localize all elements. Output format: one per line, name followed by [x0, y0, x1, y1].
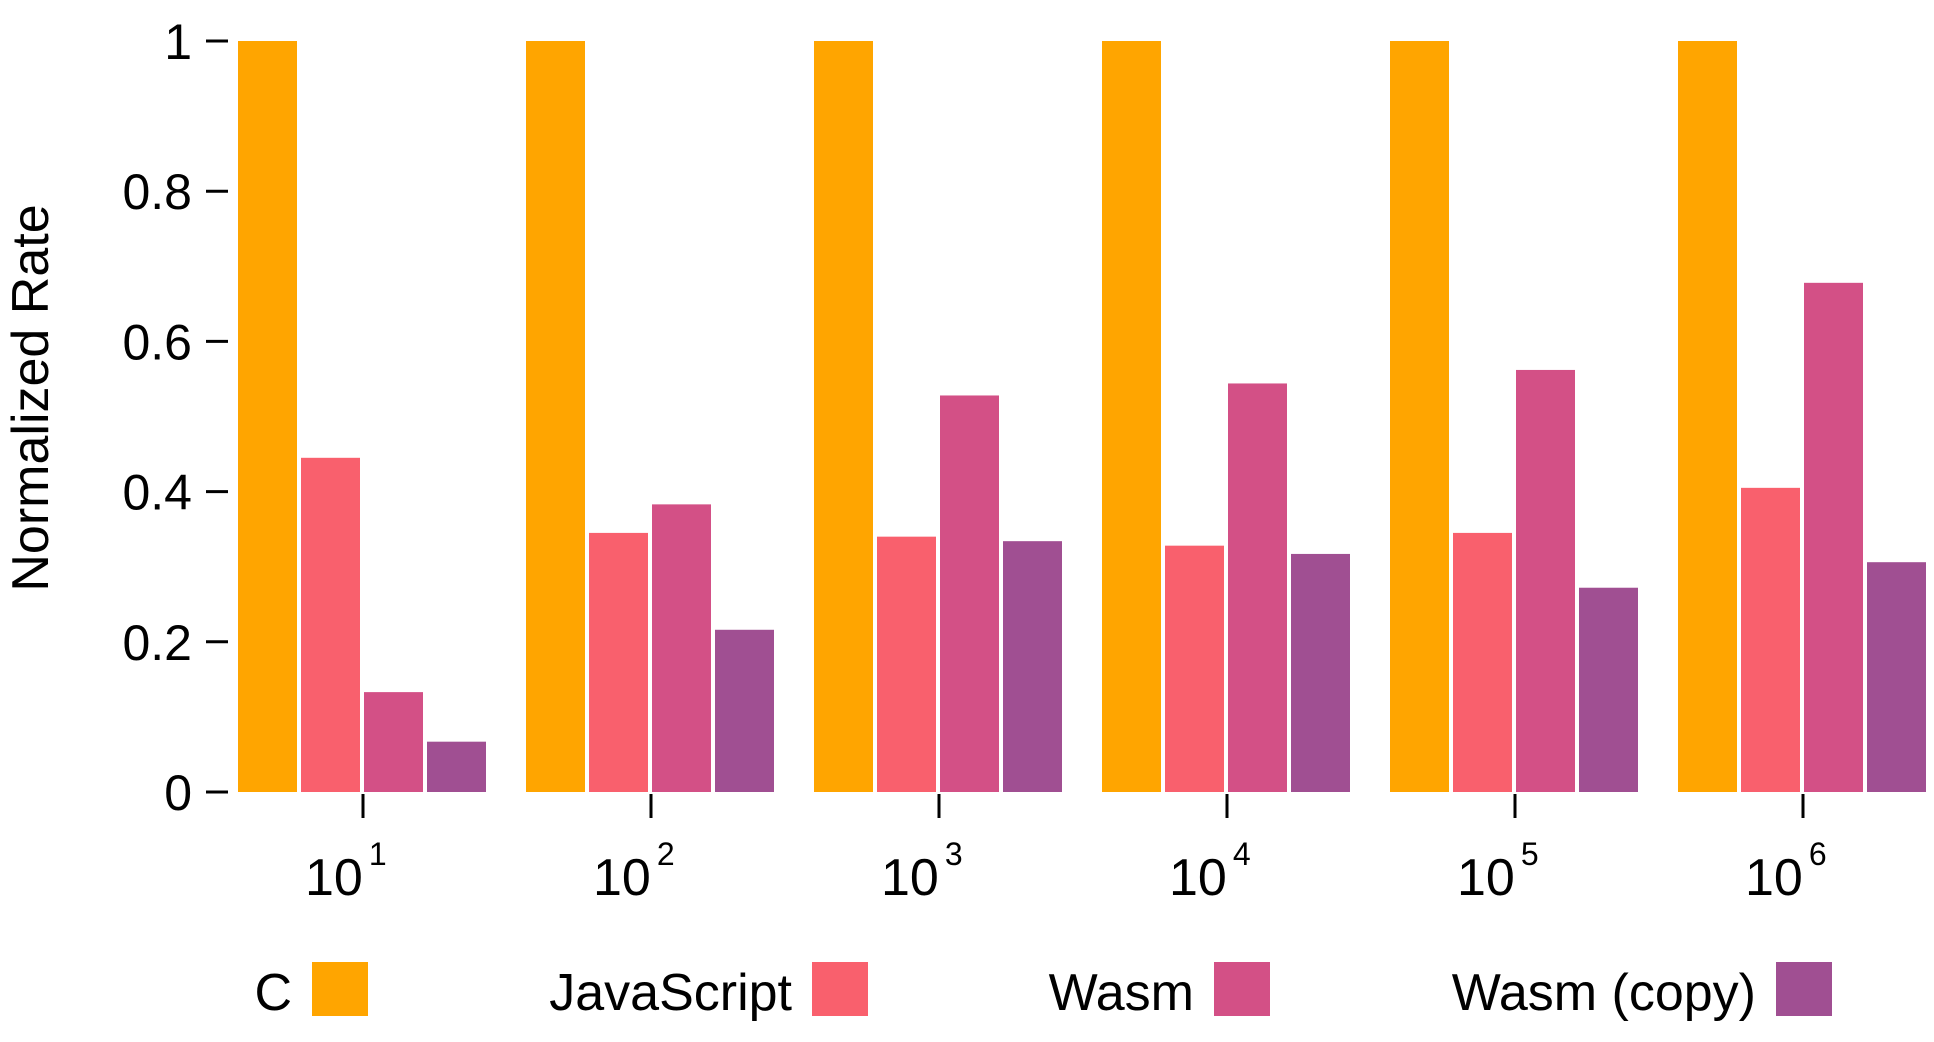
bar-wasm-4 — [1228, 383, 1287, 792]
x-tick-label: 10 4 — [1169, 836, 1251, 907]
legend-item-javascript: JavaScript — [549, 962, 868, 1022]
bar-javascript-2 — [589, 532, 648, 792]
legend-label: C — [254, 964, 292, 1022]
bar-javascript-6 — [1741, 487, 1800, 792]
legend-item-wasm: Wasm — [1049, 962, 1270, 1022]
y-tick-label: 0.2 — [122, 615, 192, 671]
y-tick-label: 1 — [164, 14, 192, 70]
x-tick-base: 10 — [1745, 849, 1803, 907]
x-tick-exponent: 6 — [1809, 836, 1827, 872]
legend-label: Wasm — [1049, 964, 1194, 1022]
y-tick-label: 0 — [164, 765, 192, 821]
legend: C JavaScript Wasm Wasm (copy) — [254, 962, 1832, 1022]
x-tick-label: 10 6 — [1745, 836, 1827, 907]
legend-item-wasm-copy: Wasm (copy) — [1452, 962, 1832, 1022]
legend-label: Wasm (copy) — [1452, 964, 1756, 1022]
bar-wasm-copy-1 — [427, 741, 486, 792]
legend-swatch — [1214, 962, 1270, 1016]
bar-c-6 — [1678, 41, 1737, 792]
x-axis: 10 1 10 2 10 3 10 4 10 5 10 6 — [305, 794, 1827, 907]
y-tick-label: 0.8 — [122, 164, 192, 220]
bar-wasm-copy-4 — [1291, 553, 1350, 792]
bar-wasm-copy-3 — [1003, 541, 1062, 792]
legend-swatch — [1776, 962, 1832, 1016]
x-tick-base: 10 — [881, 849, 939, 907]
bar-javascript-1 — [301, 457, 360, 792]
x-tick-label: 10 3 — [881, 836, 963, 907]
x-tick-exponent: 1 — [369, 836, 387, 872]
x-tick-exponent: 5 — [1521, 836, 1539, 872]
x-tick-label: 10 1 — [305, 836, 387, 907]
bar-wasm-3 — [940, 395, 999, 792]
bar-wasm-copy-6 — [1867, 562, 1926, 792]
y-axis: 0 0.2 0.4 0.6 0.8 1 — [122, 14, 228, 821]
bars-group — [238, 41, 1926, 792]
bar-wasm-copy-5 — [1579, 587, 1638, 792]
bar-wasm-2 — [652, 504, 711, 792]
x-tick-exponent: 3 — [945, 836, 963, 872]
x-tick-base: 10 — [1457, 849, 1515, 907]
bar-wasm-5 — [1516, 369, 1575, 792]
legend-swatch — [812, 962, 868, 1016]
bar-wasm-1 — [364, 692, 423, 792]
bar-c-1 — [238, 41, 297, 792]
bar-c-5 — [1390, 41, 1449, 792]
bar-c-4 — [1102, 41, 1161, 792]
bar-c-3 — [814, 41, 873, 792]
x-tick-label: 10 5 — [1457, 836, 1539, 907]
bar-javascript-5 — [1453, 532, 1512, 792]
x-tick-exponent: 2 — [657, 836, 675, 872]
bar-javascript-3 — [877, 536, 936, 792]
legend-item-c: C — [254, 962, 368, 1022]
bar-wasm-6 — [1804, 282, 1863, 792]
bar-javascript-4 — [1165, 545, 1224, 792]
x-tick-base: 10 — [305, 849, 363, 907]
x-tick-label: 10 2 — [593, 836, 675, 907]
x-tick-base: 10 — [1169, 849, 1227, 907]
bar-wasm-copy-2 — [715, 629, 774, 792]
y-tick-label: 0.4 — [122, 465, 192, 521]
y-axis-label: Normalized Rate — [2, 204, 60, 591]
y-tick-label: 0.6 — [122, 314, 192, 370]
x-tick-exponent: 4 — [1233, 836, 1251, 872]
bar-c-2 — [526, 41, 585, 792]
legend-swatch — [312, 962, 368, 1016]
legend-label: JavaScript — [549, 964, 792, 1022]
x-tick-base: 10 — [593, 849, 651, 907]
